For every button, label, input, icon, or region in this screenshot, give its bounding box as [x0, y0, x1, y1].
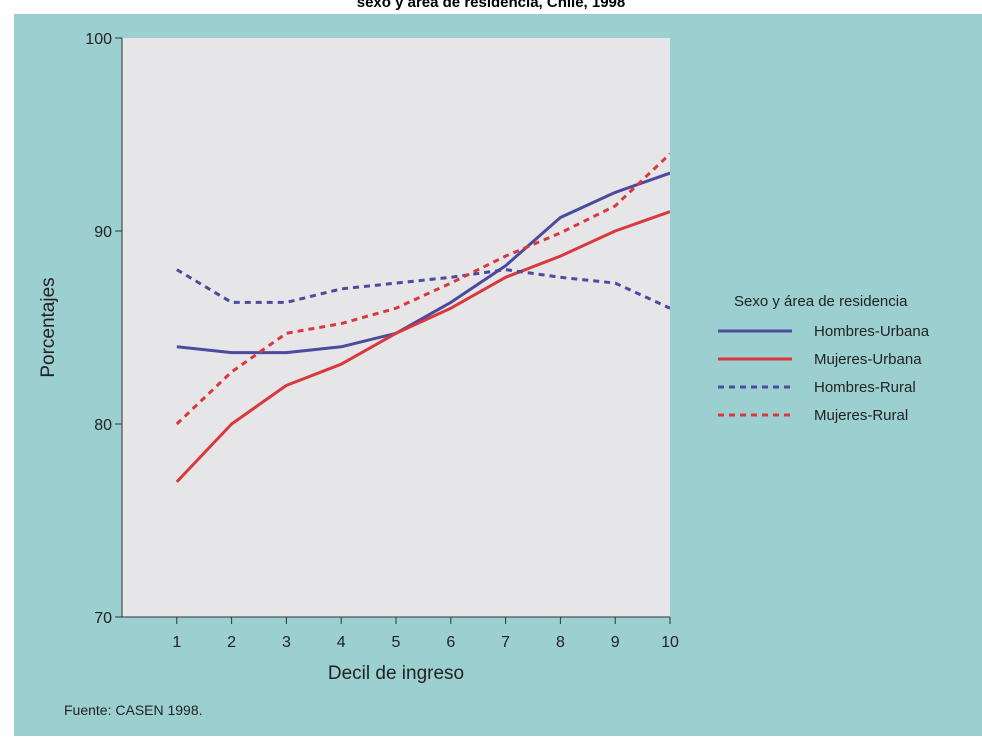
x-tick-label: 3	[282, 634, 291, 651]
legend-item-label: Mujeres-Urbana	[814, 351, 922, 368]
x-tick-label: 6	[446, 634, 455, 651]
legend-title: Sexo y área de residencia	[734, 293, 908, 310]
x-tick-label: 10	[661, 634, 679, 651]
legend-item-label: Mujeres-Rural	[814, 407, 908, 424]
x-tick-label: 7	[501, 634, 510, 651]
x-tick-label: 2	[227, 634, 236, 651]
y-tick-label: 90	[94, 224, 112, 241]
line-chart: 70 80 90 100 1 2 3 4 5 6 7 8 9 10 Decil de ingreso Porc…	[38, 31, 930, 718]
plot-area	[122, 38, 670, 617]
x-axis-label: Decil de ingreso	[328, 663, 464, 684]
source-note: Fuente: CASEN 1998.	[64, 702, 203, 718]
series-line-hombres-urbana	[176, 171, 670, 355]
y-axis-label: Porcentajes	[38, 277, 59, 377]
x-tick-label: 8	[556, 634, 565, 651]
y-tick-label: 80	[94, 417, 112, 434]
legend-item-label: Hombres-Urbana	[814, 323, 930, 340]
x-tick-label: 5	[392, 634, 401, 651]
chart-panel: 70 80 90 100 1 2 3 4 5 6 7 8 9 10 Decil de ingreso Porc…	[14, 14, 982, 736]
x-tick-label: 4	[337, 634, 346, 651]
y-tick-label: 70	[94, 610, 112, 627]
y-tick-label: 100	[85, 31, 112, 48]
page-title: sexo y área de residencia, Chile, 1998	[356, 0, 626, 11]
series-line-mujeres-urbana	[175, 210, 670, 483]
x-tick-label: 9	[611, 634, 620, 651]
series-line-mujeres-rural	[175, 152, 670, 426]
series-line-hombres-rural	[176, 268, 670, 310]
x-tick-label: 1	[172, 634, 181, 651]
legend-item-label: Hombres-Rural	[814, 379, 916, 396]
